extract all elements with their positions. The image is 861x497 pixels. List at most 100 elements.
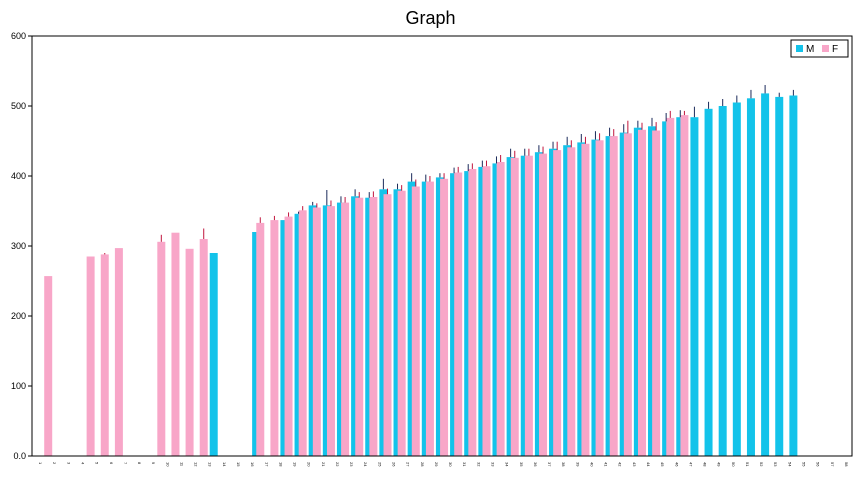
bar-f: [609, 136, 618, 456]
bar-f: [86, 256, 95, 456]
bar-m: [619, 132, 628, 456]
y-tick-label: 300: [11, 241, 26, 251]
x-category-label: 41: [604, 462, 609, 467]
y-tick-label: 400: [11, 171, 26, 181]
bars: [44, 93, 798, 457]
bar-f: [652, 130, 661, 456]
x-category-label: 57: [830, 462, 835, 467]
bar-f: [44, 276, 53, 456]
bar-f: [468, 169, 477, 456]
x-category-label: 52: [759, 462, 764, 467]
x-category-label: 7: [123, 462, 128, 465]
bar-m: [746, 98, 755, 457]
bar-m: [577, 142, 586, 456]
x-category-label: 18: [278, 462, 283, 467]
bar-f: [581, 143, 590, 457]
x-category-label: 47: [688, 462, 693, 467]
x-category-label: 20: [307, 462, 312, 467]
x-category-label: 15: [236, 462, 241, 467]
bar-m: [549, 148, 558, 456]
bar-m: [492, 163, 501, 456]
legend-label-f: F: [832, 44, 838, 55]
x-category-label: 14: [222, 462, 227, 467]
y-tick-label: 100: [11, 381, 26, 391]
bar-f: [383, 194, 392, 456]
x-category-label: 28: [420, 462, 425, 467]
x-category-label: 12: [194, 462, 199, 467]
bar-f: [397, 190, 406, 456]
x-category-label: 6: [109, 462, 114, 465]
x-category-label: 3: [66, 462, 71, 465]
bar-f: [326, 206, 335, 456]
x-category-label: 19: [293, 462, 298, 467]
x-category-label: 35: [519, 462, 524, 467]
bar-f: [638, 129, 646, 457]
bar-m: [563, 145, 572, 456]
x-category-label: 36: [533, 462, 538, 467]
bar-f: [270, 220, 279, 456]
bar-f: [524, 155, 533, 456]
x-category-label: 29: [434, 462, 439, 467]
bar-f: [666, 117, 675, 457]
x-category-label: 45: [660, 462, 665, 467]
x-category-label: 17: [264, 462, 269, 467]
bar-f: [454, 172, 463, 456]
bar-f: [567, 147, 576, 457]
error-bars: [104, 85, 794, 255]
x-category-label: 27: [406, 462, 411, 467]
bar-m: [633, 127, 642, 456]
y-axis: 0.0 100 200 300 400 500 600: [11, 31, 32, 461]
x-category-label: 39: [575, 462, 580, 467]
bar-f: [539, 153, 548, 456]
bar-f: [482, 166, 491, 456]
bar-f: [100, 254, 109, 456]
x-category-label: 53: [773, 462, 778, 467]
x-category-label: 43: [632, 462, 637, 467]
bar-m: [209, 253, 218, 456]
bar-f: [298, 210, 307, 456]
x-category-label: 51: [745, 462, 750, 467]
x-category-label: 22: [335, 462, 340, 467]
x-category-label: 42: [618, 462, 623, 467]
bar-f: [680, 115, 689, 456]
x-category-label: 31: [462, 462, 467, 467]
bar-m: [435, 177, 444, 456]
x-category-label: 8: [137, 462, 142, 465]
bar-m: [450, 173, 459, 456]
bar-m: [690, 117, 699, 456]
x-category-label: 16: [250, 462, 255, 467]
bar-f: [496, 162, 505, 456]
bar-m: [464, 171, 473, 456]
x-category-label: 11: [179, 462, 184, 467]
bar-m: [506, 157, 515, 456]
bar-m: [379, 189, 388, 457]
bar-m: [605, 136, 614, 456]
bar-m: [393, 189, 402, 457]
x-category-label: 13: [208, 462, 213, 467]
x-category-label: 38: [561, 462, 566, 467]
y-tick-label: 500: [11, 101, 26, 111]
bar-f: [256, 222, 265, 456]
x-category-label: 9: [151, 462, 156, 465]
bar-f: [623, 133, 632, 457]
x-category-label: 23: [349, 462, 354, 467]
bar-f: [369, 197, 378, 456]
bar-m: [718, 106, 727, 456]
bar-m: [478, 166, 487, 456]
bar-f: [355, 197, 364, 456]
legend-swatch-m: [796, 45, 803, 52]
x-category-label: 46: [674, 462, 679, 467]
x-category-label: 26: [392, 462, 397, 467]
legend-swatch-f: [822, 45, 829, 52]
bar-m: [421, 181, 430, 456]
bar-f: [510, 157, 519, 457]
bar-m: [294, 213, 303, 456]
bar-m: [322, 205, 331, 456]
x-category-label: 34: [505, 462, 510, 467]
bar-m: [732, 102, 741, 456]
bar-m: [280, 220, 289, 456]
bar-f: [553, 150, 562, 456]
x-category-label: 44: [646, 462, 651, 467]
legend-label-m: M: [806, 44, 814, 55]
